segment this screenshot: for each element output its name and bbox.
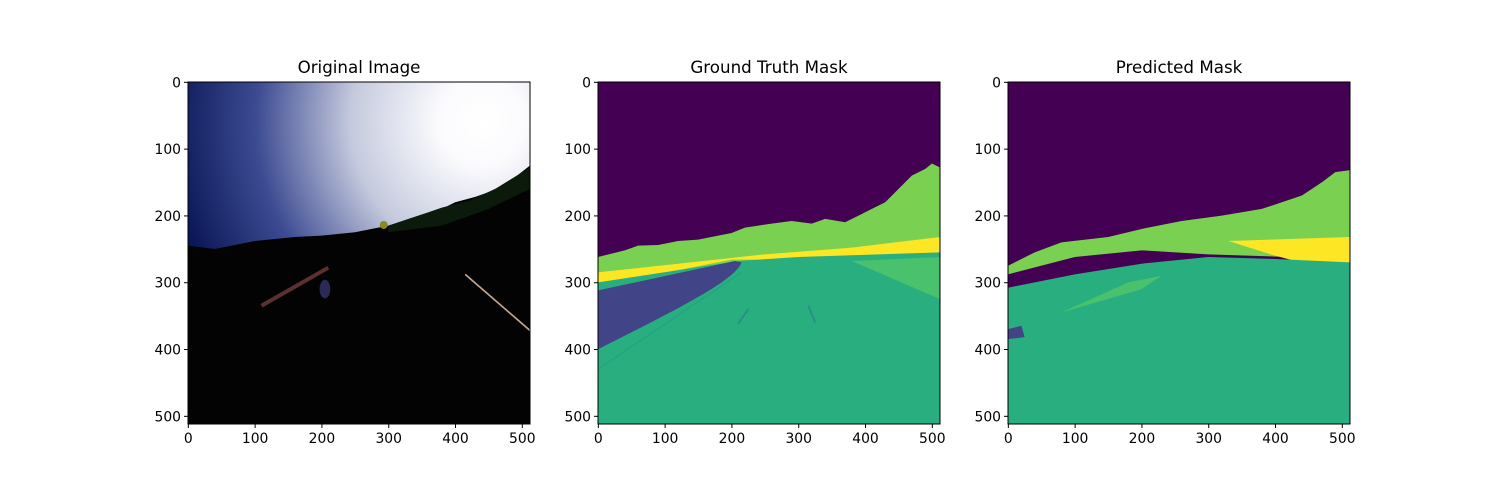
y-tick-label: 0 xyxy=(992,75,1001,91)
chart-title: Predicted Mask xyxy=(1116,57,1243,77)
x-tick-label: 0 xyxy=(1004,431,1013,447)
axes-frame xyxy=(1007,81,1351,425)
original-image xyxy=(188,82,531,425)
y-tick-label: 300 xyxy=(154,276,181,292)
y-tick-label: 300 xyxy=(564,276,591,292)
x-tick-label: 300 xyxy=(785,431,812,447)
axes-frame xyxy=(187,81,531,425)
x-tick-label: 400 xyxy=(442,431,469,447)
y-tick-label: 500 xyxy=(974,409,1001,425)
ground-truth-mask xyxy=(598,82,941,425)
x-tick-label: 100 xyxy=(652,431,679,447)
x-tick-label: 200 xyxy=(1129,431,1156,447)
x-tick-label: 400 xyxy=(1262,431,1289,447)
x-tick-label: 500 xyxy=(1329,431,1356,447)
x-tick-label: 300 xyxy=(1195,431,1222,447)
x-tick-label: 0 xyxy=(184,431,193,447)
x-tick-label: 400 xyxy=(852,431,879,447)
y-tick-label: 200 xyxy=(974,209,1001,225)
chart-title: Original Image xyxy=(298,57,421,77)
y-tick-label: 200 xyxy=(564,209,591,225)
x-tick-label: 300 xyxy=(375,431,402,447)
y-tick-label: 400 xyxy=(154,343,181,359)
x-tick-label: 0 xyxy=(594,431,603,447)
y-tick-label: 100 xyxy=(154,142,181,158)
y-tick-label: 0 xyxy=(582,75,591,91)
y-tick-label: 100 xyxy=(564,142,591,158)
y-tick-label: 400 xyxy=(974,343,1001,359)
x-tick-label: 100 xyxy=(242,431,269,447)
x-tick-label: 200 xyxy=(309,431,336,447)
y-tick-label: 400 xyxy=(564,343,591,359)
y-tick-label: 500 xyxy=(564,409,591,425)
predicted-mask xyxy=(1008,82,1351,425)
y-tick-label: 500 xyxy=(154,409,181,425)
y-tick-label: 200 xyxy=(154,209,181,225)
y-tick-label: 300 xyxy=(974,276,1001,292)
y-tick-label: 0 xyxy=(172,75,181,91)
x-tick-label: 100 xyxy=(1062,431,1089,447)
x-tick-label: 200 xyxy=(719,431,746,447)
axes-frame xyxy=(597,81,941,425)
y-tick-label: 100 xyxy=(974,142,1001,158)
chart-title: Ground Truth Mask xyxy=(690,57,848,77)
x-tick-label: 500 xyxy=(919,431,946,447)
x-tick-label: 500 xyxy=(509,431,536,447)
